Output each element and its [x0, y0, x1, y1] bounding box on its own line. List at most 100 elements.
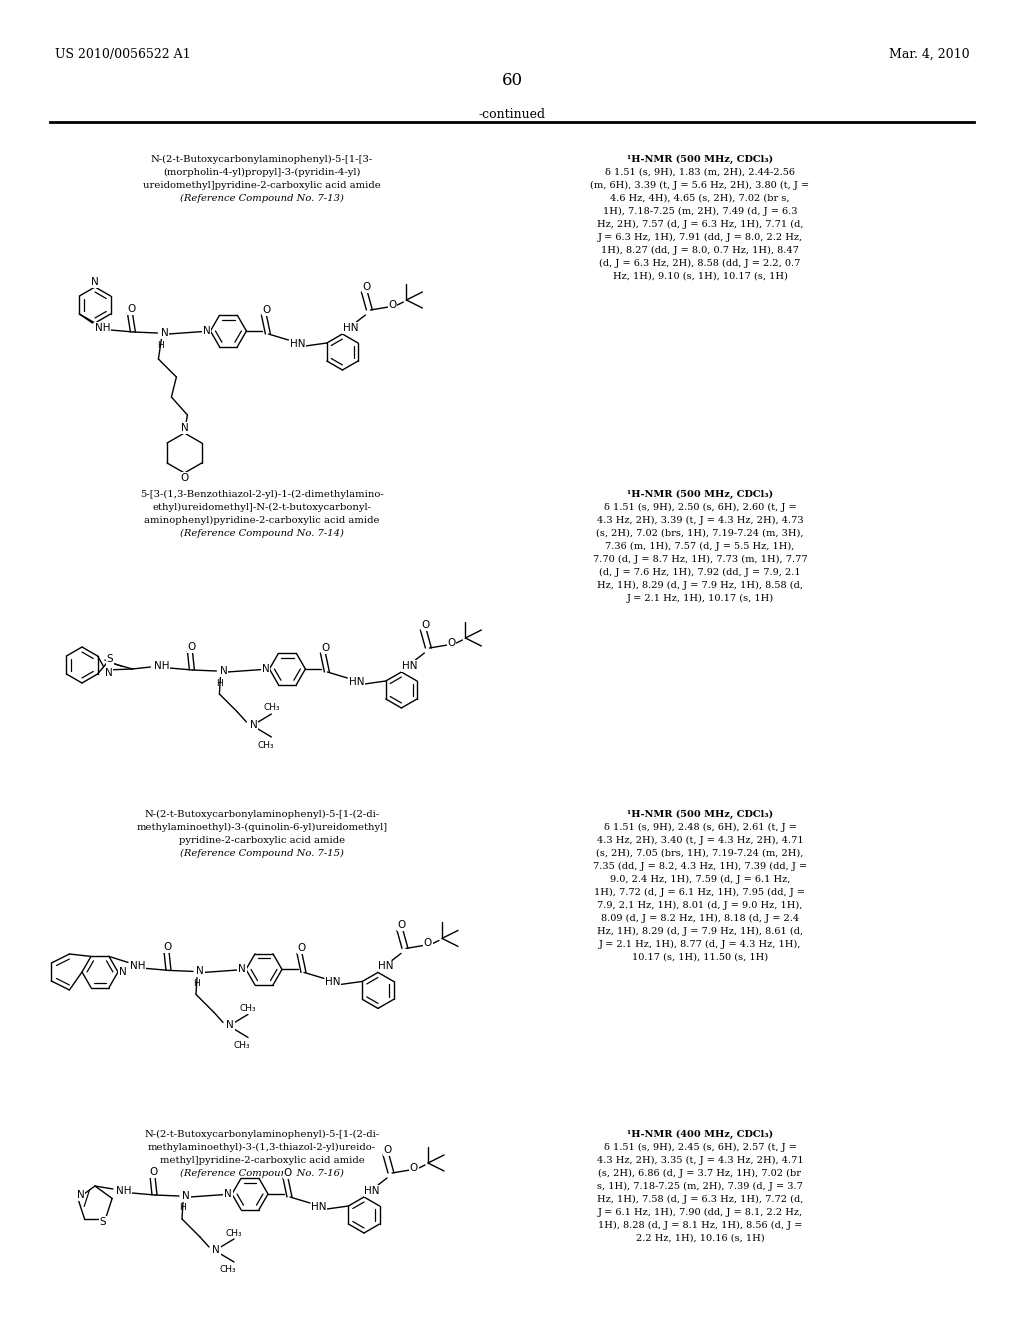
Text: (m, 6H), 3.39 (t, J = 5.6 Hz, 2H), 3.80 (t, J =: (m, 6H), 3.39 (t, J = 5.6 Hz, 2H), 3.80 … — [591, 181, 810, 190]
Text: (d, J = 6.3 Hz, 2H), 8.58 (dd, J = 2.2, 0.7: (d, J = 6.3 Hz, 2H), 8.58 (dd, J = 2.2, … — [599, 259, 801, 268]
Text: Hz, 1H), 7.58 (d, J = 6.3 Hz, 1H), 7.72 (d,: Hz, 1H), 7.58 (d, J = 6.3 Hz, 1H), 7.72 … — [597, 1195, 803, 1204]
Text: HN: HN — [348, 677, 365, 686]
Text: O: O — [150, 1167, 158, 1177]
Text: O: O — [164, 942, 172, 953]
Text: CH₃: CH₃ — [240, 1005, 256, 1012]
Text: N-(2-t-Butoxycarbonylaminophenyl)-5-[1-(2-di-: N-(2-t-Butoxycarbonylaminophenyl)-5-[1-(… — [144, 1130, 380, 1139]
Text: O: O — [322, 643, 330, 653]
Text: S: S — [99, 1217, 105, 1226]
Text: N: N — [203, 326, 210, 337]
Text: N: N — [226, 1020, 233, 1031]
Text: O: O — [398, 920, 407, 931]
Text: CH₃: CH₃ — [263, 704, 280, 713]
Text: Hz, 2H), 7.57 (d, J = 6.3 Hz, 1H), 7.71 (d,: Hz, 2H), 7.57 (d, J = 6.3 Hz, 1H), 7.71 … — [597, 220, 803, 230]
Text: N: N — [261, 664, 269, 675]
Text: O: O — [262, 305, 270, 315]
Text: methyl]pyridine-2-carboxylic acid amide: methyl]pyridine-2-carboxylic acid amide — [160, 1156, 365, 1166]
Text: δ 1.51 (s, 9H), 2.50 (s, 6H), 2.60 (t, J =: δ 1.51 (s, 9H), 2.50 (s, 6H), 2.60 (t, J… — [604, 503, 797, 512]
Text: 8.09 (d, J = 8.2 Hz, 1H), 8.18 (d, J = 2.4: 8.09 (d, J = 8.2 Hz, 1H), 8.18 (d, J = 2… — [601, 913, 799, 923]
Text: HN: HN — [290, 339, 305, 348]
Text: 4.3 Hz, 2H), 3.40 (t, J = 4.3 Hz, 2H), 4.71: 4.3 Hz, 2H), 3.40 (t, J = 4.3 Hz, 2H), 4… — [597, 836, 803, 845]
Text: H: H — [157, 341, 164, 350]
Text: 2.2 Hz, 1H), 10.16 (s, 1H): 2.2 Hz, 1H), 10.16 (s, 1H) — [636, 1234, 764, 1243]
Text: HN: HN — [365, 1185, 380, 1196]
Text: N-(2-t-Butoxycarbonylaminophenyl)-5-[1-[3-: N-(2-t-Butoxycarbonylaminophenyl)-5-[1-[… — [151, 154, 373, 164]
Text: NH: NH — [94, 323, 111, 333]
Text: N: N — [250, 719, 257, 730]
Text: CH₃: CH₃ — [225, 1229, 243, 1238]
Text: O: O — [362, 282, 371, 292]
Text: pyridine-2-carboxylic acid amide: pyridine-2-carboxylic acid amide — [179, 836, 345, 845]
Text: 4.3 Hz, 2H), 3.35 (t, J = 4.3 Hz, 2H), 4.71: 4.3 Hz, 2H), 3.35 (t, J = 4.3 Hz, 2H), 4… — [597, 1156, 803, 1166]
Text: 7.70 (d, J = 8.7 Hz, 1H), 7.73 (m, 1H), 7.77: 7.70 (d, J = 8.7 Hz, 1H), 7.73 (m, 1H), … — [593, 554, 807, 564]
Text: ¹H-NMR (500 MHz, CDCl₃): ¹H-NMR (500 MHz, CDCl₃) — [627, 810, 773, 820]
Text: (Reference Compound No. 7-13): (Reference Compound No. 7-13) — [180, 194, 344, 203]
Text: J = 6.1 Hz, 1H), 7.90 (dd, J = 8.1, 2.2 Hz,: J = 6.1 Hz, 1H), 7.90 (dd, J = 8.1, 2.2 … — [597, 1208, 803, 1217]
Text: N: N — [104, 668, 113, 678]
Text: O: O — [284, 1168, 292, 1177]
Text: US 2010/0056522 A1: US 2010/0056522 A1 — [55, 48, 190, 61]
Text: CH₃: CH₃ — [257, 741, 273, 750]
Text: 4.3 Hz, 2H), 3.39 (t, J = 4.3 Hz, 2H), 4.73: 4.3 Hz, 2H), 3.39 (t, J = 4.3 Hz, 2H), 4… — [597, 516, 803, 525]
Text: methylaminoethyl)-3-(quinolin-6-yl)ureidomethyl]: methylaminoethyl)-3-(quinolin-6-yl)ureid… — [136, 822, 387, 832]
Text: H: H — [193, 979, 200, 987]
Text: N-(2-t-Butoxycarbonylaminophenyl)-5-[1-(2-di-: N-(2-t-Butoxycarbonylaminophenyl)-5-[1-(… — [144, 810, 380, 820]
Text: N: N — [77, 1191, 85, 1200]
Text: ¹H-NMR (500 MHz, CDCl₃): ¹H-NMR (500 MHz, CDCl₃) — [627, 154, 773, 164]
Text: 1H), 7.72 (d, J = 6.1 Hz, 1H), 7.95 (dd, J =: 1H), 7.72 (d, J = 6.1 Hz, 1H), 7.95 (dd,… — [595, 888, 806, 898]
Text: s, 1H), 7.18-7.25 (m, 2H), 7.39 (d, J = 3.7: s, 1H), 7.18-7.25 (m, 2H), 7.39 (d, J = … — [597, 1181, 803, 1191]
Text: N: N — [224, 1189, 231, 1199]
Text: 7.35 (dd, J = 8.2, 4.3 Hz, 1H), 7.39 (dd, J =: 7.35 (dd, J = 8.2, 4.3 Hz, 1H), 7.39 (dd… — [593, 862, 807, 871]
Text: Hz, 1H), 8.29 (d, J = 7.9 Hz, 1H), 8.61 (d,: Hz, 1H), 8.29 (d, J = 7.9 Hz, 1H), 8.61 … — [597, 927, 803, 936]
Text: 60: 60 — [502, 73, 522, 88]
Text: 1H), 8.28 (d, J = 8.1 Hz, 1H), 8.56 (d, J =: 1H), 8.28 (d, J = 8.1 Hz, 1H), 8.56 (d, … — [598, 1221, 802, 1230]
Text: H: H — [178, 1204, 185, 1213]
Text: N: N — [119, 968, 127, 977]
Text: J = 6.3 Hz, 1H), 7.91 (dd, J = 8.0, 2.2 Hz,: J = 6.3 Hz, 1H), 7.91 (dd, J = 8.0, 2.2 … — [597, 234, 803, 242]
Text: 10.17 (s, 1H), 11.50 (s, 1H): 10.17 (s, 1H), 11.50 (s, 1H) — [632, 953, 768, 962]
Text: O: O — [127, 304, 135, 314]
Text: N: N — [91, 277, 99, 286]
Text: J = 2.1 Hz, 1H), 10.17 (s, 1H): J = 2.1 Hz, 1H), 10.17 (s, 1H) — [627, 594, 773, 603]
Text: 1H), 7.18-7.25 (m, 2H), 7.49 (d, J = 6.3: 1H), 7.18-7.25 (m, 2H), 7.49 (d, J = 6.3 — [603, 207, 798, 216]
Text: O: O — [180, 473, 188, 483]
Text: (Reference Compound No. 7-14): (Reference Compound No. 7-14) — [180, 529, 344, 539]
Text: N: N — [197, 966, 204, 977]
Text: N: N — [180, 422, 188, 433]
Text: CH₃: CH₃ — [220, 1266, 237, 1275]
Text: HN: HN — [401, 661, 417, 671]
Text: 1H), 8.27 (dd, J = 8.0, 0.7 Hz, 1H), 8.47: 1H), 8.27 (dd, J = 8.0, 0.7 Hz, 1H), 8.4… — [601, 246, 799, 255]
Text: δ 1.51 (s, 9H), 2.45 (s, 6H), 2.57 (t, J =: δ 1.51 (s, 9H), 2.45 (s, 6H), 2.57 (t, J… — [603, 1143, 797, 1152]
Text: CH₃: CH₃ — [233, 1041, 250, 1049]
Text: N: N — [212, 1245, 220, 1255]
Text: ureidomethyl]pyridine-2-carboxylic acid amide: ureidomethyl]pyridine-2-carboxylic acid … — [143, 181, 381, 190]
Text: (s, 2H), 6.86 (d, J = 3.7 Hz, 1H), 7.02 (br: (s, 2H), 6.86 (d, J = 3.7 Hz, 1H), 7.02 … — [598, 1170, 802, 1179]
Text: 9.0, 2.4 Hz, 1H), 7.59 (d, J = 6.1 Hz,: 9.0, 2.4 Hz, 1H), 7.59 (d, J = 6.1 Hz, — [610, 875, 791, 884]
Text: ¹H-NMR (500 MHz, CDCl₃): ¹H-NMR (500 MHz, CDCl₃) — [627, 490, 773, 499]
Text: O: O — [384, 1144, 392, 1155]
Text: ¹H-NMR (400 MHz, CDCl₃): ¹H-NMR (400 MHz, CDCl₃) — [627, 1130, 773, 1139]
Text: O: O — [388, 300, 396, 310]
Text: O: O — [421, 620, 429, 630]
Text: O: O — [187, 642, 196, 652]
Text: N: N — [219, 667, 227, 676]
Text: (morpholin-4-yl)propyl]-3-(pyridin-4-yl): (morpholin-4-yl)propyl]-3-(pyridin-4-yl) — [163, 168, 360, 177]
Text: 5-[3-(1,3-Benzothiazol-2-yl)-1-(2-dimethylamino-: 5-[3-(1,3-Benzothiazol-2-yl)-1-(2-dimeth… — [140, 490, 384, 499]
Text: 4.6 Hz, 4H), 4.65 (s, 2H), 7.02 (br s,: 4.6 Hz, 4H), 4.65 (s, 2H), 7.02 (br s, — [610, 194, 790, 203]
Text: O: O — [298, 944, 306, 953]
Text: (Reference Compound No. 7-16): (Reference Compound No. 7-16) — [180, 1170, 344, 1179]
Text: δ 1.51 (s, 9H), 1.83 (m, 2H), 2.44-2.56: δ 1.51 (s, 9H), 1.83 (m, 2H), 2.44-2.56 — [605, 168, 795, 177]
Text: HN: HN — [311, 1203, 327, 1212]
Text: NH: NH — [154, 661, 169, 671]
Text: HN: HN — [343, 323, 358, 333]
Text: O: O — [447, 638, 456, 648]
Text: O: O — [410, 1163, 418, 1173]
Text: Mar. 4, 2010: Mar. 4, 2010 — [890, 48, 970, 61]
Text: N: N — [182, 1191, 189, 1201]
Text: N: N — [239, 965, 246, 974]
Text: 7.36 (m, 1H), 7.57 (d, J = 5.5 Hz, 1H),: 7.36 (m, 1H), 7.57 (d, J = 5.5 Hz, 1H), — [605, 543, 795, 552]
Text: N: N — [161, 327, 168, 338]
Text: methylaminoethyl)-3-(1,3-thiazol-2-yl)ureido-: methylaminoethyl)-3-(1,3-thiazol-2-yl)ur… — [147, 1143, 376, 1152]
Text: 7.9, 2.1 Hz, 1H), 8.01 (d, J = 9.0 Hz, 1H),: 7.9, 2.1 Hz, 1H), 8.01 (d, J = 9.0 Hz, 1… — [597, 902, 803, 909]
Text: (Reference Compound No. 7-15): (Reference Compound No. 7-15) — [180, 849, 344, 858]
